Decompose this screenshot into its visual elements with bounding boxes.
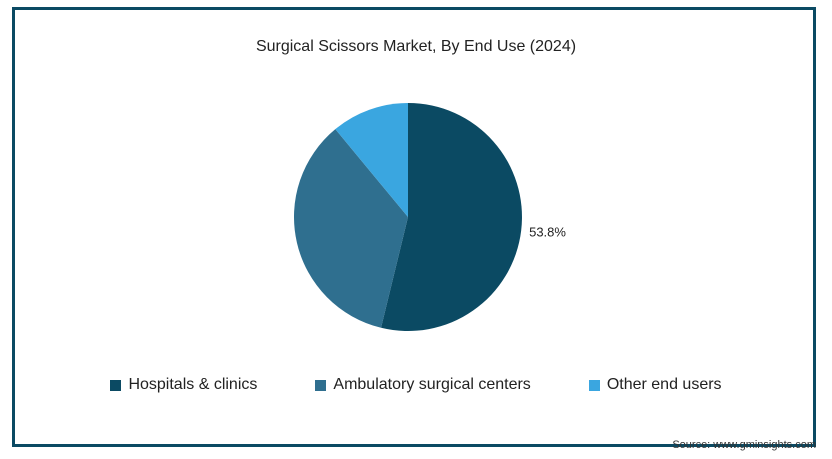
- pie-slice-hospitals-clinics: [381, 103, 522, 331]
- chart-title: Surgical Scissors Market, By End Use (20…: [255, 38, 577, 55]
- legend-item-other: Other end users: [588, 376, 722, 394]
- legend-swatch-hospitals: [110, 379, 122, 391]
- source-note: Source: www.gminsights.com: [672, 439, 816, 451]
- data-label-hospitals-clinics: 53.8%: [529, 225, 566, 240]
- legend-label-ambulatory: Ambulatory surgical centers: [333, 376, 531, 393]
- legend-swatch-ambulatory: [315, 379, 327, 391]
- legend: Hospitals & clinics Ambulatory surgical …: [0, 376, 832, 394]
- legend-item-ambulatory: Ambulatory surgical centers: [315, 376, 531, 394]
- pie-slice-other-end-users: [335, 103, 408, 217]
- legend-label-hospitals: Hospitals & clinics: [128, 376, 258, 393]
- legend-item-hospitals: Hospitals & clinics: [110, 376, 257, 394]
- pie-slice-ambulatory-surgical-centers: [293, 129, 408, 328]
- legend-label-other: Other end users: [606, 376, 722, 393]
- legend-swatch-other: [588, 379, 600, 391]
